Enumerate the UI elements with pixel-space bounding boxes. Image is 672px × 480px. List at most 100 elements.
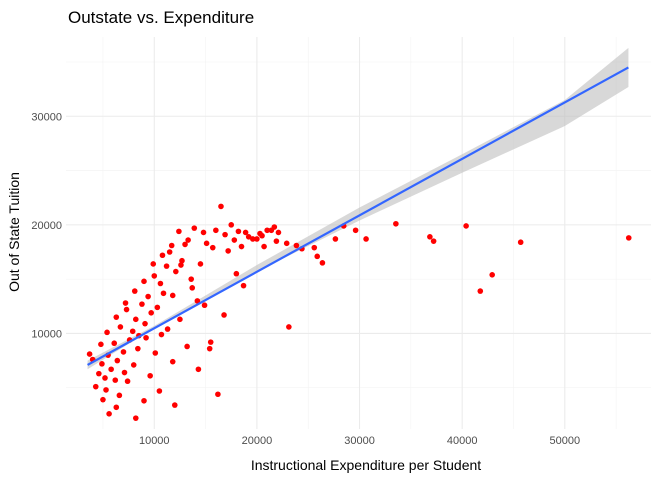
data-point [273, 238, 280, 244]
data-point [221, 312, 227, 318]
data-point [201, 302, 208, 309]
data-point [430, 238, 437, 244]
data-point [106, 410, 112, 417]
data-point [145, 293, 151, 300]
data-point [293, 242, 300, 249]
data-point [477, 288, 484, 294]
data-point [194, 298, 201, 304]
data-points [86, 203, 632, 421]
data-point [150, 261, 157, 267]
data-point [188, 276, 195, 282]
data-point [218, 203, 224, 210]
data-point [158, 331, 165, 338]
data-point [463, 223, 469, 229]
data-point [233, 270, 240, 277]
data-point [112, 377, 119, 383]
data-point [177, 316, 183, 323]
data-point [489, 272, 495, 278]
data-point [275, 229, 282, 236]
data-point [264, 227, 270, 234]
confidence-band-area [87, 47, 629, 370]
data-point [102, 375, 108, 381]
data-point [176, 228, 182, 235]
data-point [249, 236, 256, 242]
data-point [148, 310, 154, 316]
y-tick-label: 20000 [31, 220, 62, 232]
data-point [92, 383, 99, 390]
data-point [427, 234, 433, 240]
y-axis-ticks: 10000 20000 30000 [31, 111, 62, 340]
data-point [231, 237, 238, 243]
data-point [225, 248, 231, 254]
data-point [100, 396, 106, 403]
data-point [235, 228, 242, 235]
data-point [169, 292, 176, 299]
data-point [129, 328, 136, 335]
x-tick-label: 50000 [549, 435, 580, 447]
data-point [163, 263, 170, 269]
data-point [116, 392, 123, 399]
y-axis-title: Out of State Tuition [6, 172, 22, 292]
data-point [99, 361, 105, 367]
confidence-band [87, 47, 629, 370]
data-point [113, 314, 120, 320]
data-point [314, 253, 321, 260]
data-point [240, 282, 247, 289]
data-point [142, 320, 148, 327]
data-point [184, 343, 190, 350]
data-point [104, 329, 110, 336]
data-point [203, 240, 210, 247]
data-point [238, 243, 245, 250]
data-point [123, 306, 130, 313]
data-point [159, 252, 166, 259]
data-point [103, 387, 109, 393]
data-point [96, 370, 102, 377]
data-point [197, 261, 204, 267]
data-point [141, 397, 147, 404]
data-point [117, 324, 124, 330]
data-point [143, 334, 149, 341]
data-point [625, 235, 632, 241]
data-point [215, 391, 221, 398]
data-point [111, 340, 118, 347]
x-tick-label: 20000 [242, 435, 273, 447]
data-point [178, 262, 184, 268]
data-point [157, 280, 164, 287]
data-point [132, 316, 139, 323]
data-point [131, 288, 138, 294]
data-point [171, 402, 178, 408]
data-point [147, 372, 153, 379]
data-point [517, 239, 524, 246]
data-point [228, 222, 235, 228]
data-point [363, 236, 369, 242]
data-point [185, 237, 191, 243]
data-point [156, 388, 163, 394]
data-point [124, 378, 131, 385]
data-point [200, 229, 207, 236]
data-point [166, 249, 173, 255]
data-point [132, 415, 139, 421]
trend-line [87, 66, 629, 366]
data-point [209, 244, 216, 251]
data-point [179, 257, 185, 264]
data-point [139, 301, 145, 307]
data-point [113, 404, 120, 411]
x-tick-label: 40000 [447, 435, 478, 447]
data-point [245, 234, 252, 240]
data-point [98, 341, 104, 348]
y-tick-label: 30000 [31, 111, 62, 123]
data-point [130, 362, 137, 368]
data-point [169, 358, 176, 365]
data-point [141, 278, 147, 285]
y-tick-label: 10000 [31, 328, 62, 340]
chart-title: Outstate vs. Expenditure [68, 8, 254, 27]
data-point [213, 227, 219, 234]
data-point [257, 230, 263, 237]
data-point [352, 227, 359, 234]
data-point [182, 241, 188, 248]
data-point [120, 349, 127, 355]
data-point [319, 260, 326, 266]
data-point [86, 351, 93, 357]
data-point [283, 240, 290, 247]
